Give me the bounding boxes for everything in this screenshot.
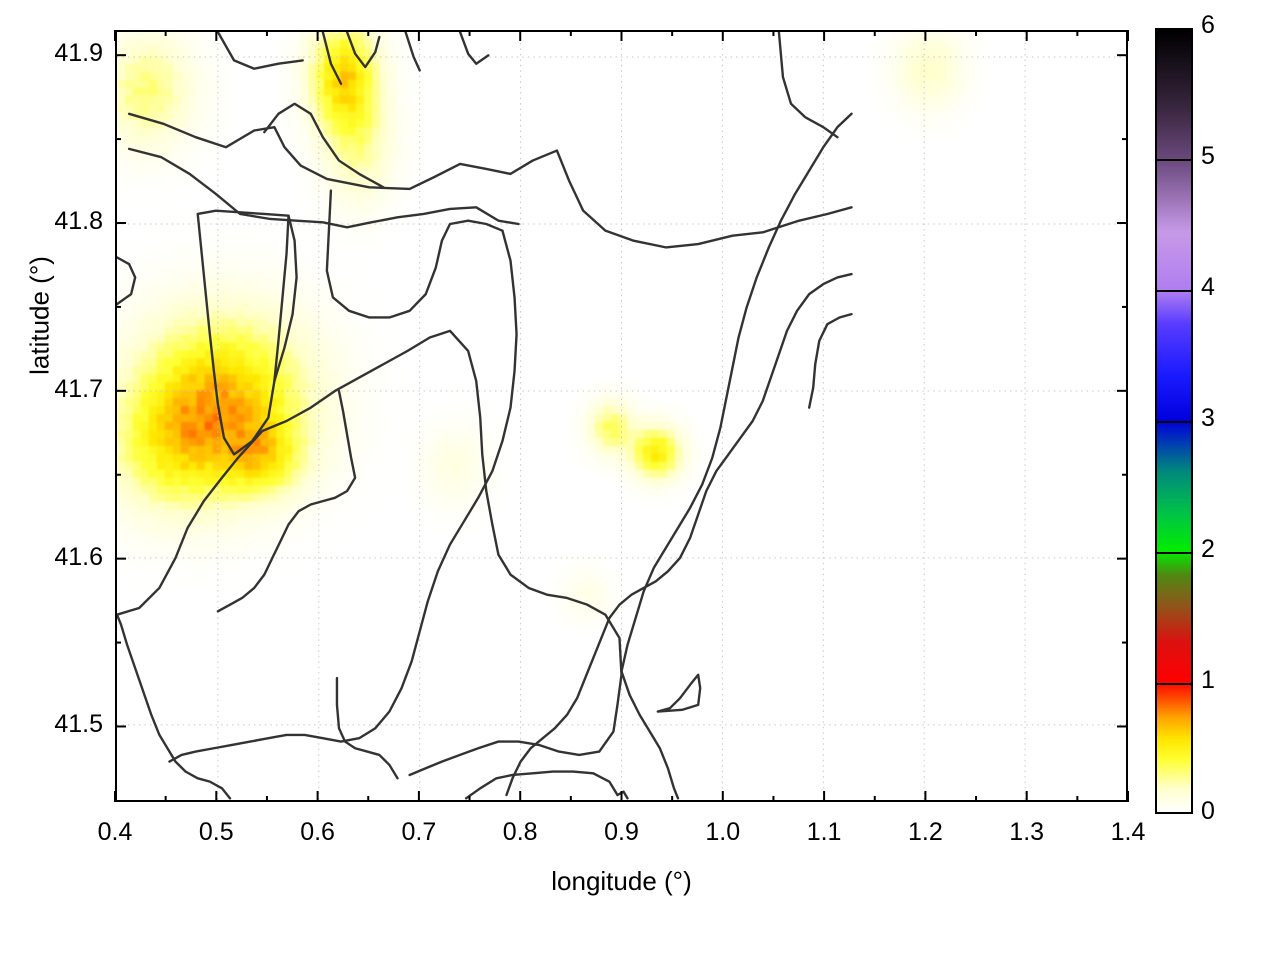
contour-line [216,389,357,613]
contour-line [216,32,304,70]
y-axis-label: latitude (°) [24,256,55,375]
contour-line [127,147,520,229]
contour-line [168,229,518,763]
contour-line [458,32,490,65]
contour-line [777,32,839,139]
contour-line [273,214,298,383]
x-tick-label: 1.2 [908,818,943,846]
y-tick-label: 41.8 [54,207,103,235]
contour-line [656,673,702,713]
contour-line [404,32,421,72]
contour-line [345,32,381,69]
contour-line [464,770,619,800]
colorbar-tick [1155,290,1193,292]
contour-line [117,256,137,306]
contour-line [505,272,853,797]
contour-line [620,112,853,673]
x-tick-label: 1.1 [806,818,842,846]
x-axis-label: longitude (°) [551,866,692,896]
gridlines-layer [117,32,1126,800]
contour-line [321,32,343,85]
x-tick-label: 0.5 [198,818,234,846]
colorbar-tick [1155,683,1193,685]
contour-line [325,189,504,319]
contour-line [196,209,290,456]
colorbar-tick-label: 6 [1201,11,1215,39]
x-tick-label: 1.0 [705,818,741,846]
colorbar-tick [1155,159,1193,161]
colorbar-tick-label: 0 [1201,797,1215,825]
x-tick-label: 0.6 [300,818,335,846]
colorbar-tick-label: 2 [1201,535,1215,563]
y-tick-label: 41.9 [54,39,103,68]
colorbar-tick-label: 3 [1201,404,1215,432]
plot-area [115,30,1128,802]
contour-line [335,676,399,780]
x-tick-label: 0.7 [401,818,437,846]
x-tick-label: 1.4 [1110,818,1146,846]
colorbar-tick-label: 4 [1201,273,1215,301]
y-tick-label: 41.7 [54,374,103,403]
contour-line [807,312,853,409]
contour-line [117,613,232,800]
x-tick-label: 0.9 [604,818,639,846]
y-tick-label: 41.5 [54,710,103,739]
contour-lines-layer [117,32,853,800]
contour-line [620,670,680,800]
colorbar-tick-label: 1 [1201,666,1215,694]
colorbar-tick-label: 5 [1201,142,1215,170]
contour-line [616,790,629,800]
contour-line [263,102,385,189]
x-tick-label: 1.3 [1009,818,1045,846]
x-tick-label: 0.8 [502,818,538,846]
contour-line [117,329,623,777]
colorbar-tick [1155,552,1193,554]
y-tick-label: 41.6 [54,542,103,571]
contour-line [127,112,853,249]
colorbar-tick [1155,421,1193,423]
x-tick-label: 0.4 [97,818,133,846]
